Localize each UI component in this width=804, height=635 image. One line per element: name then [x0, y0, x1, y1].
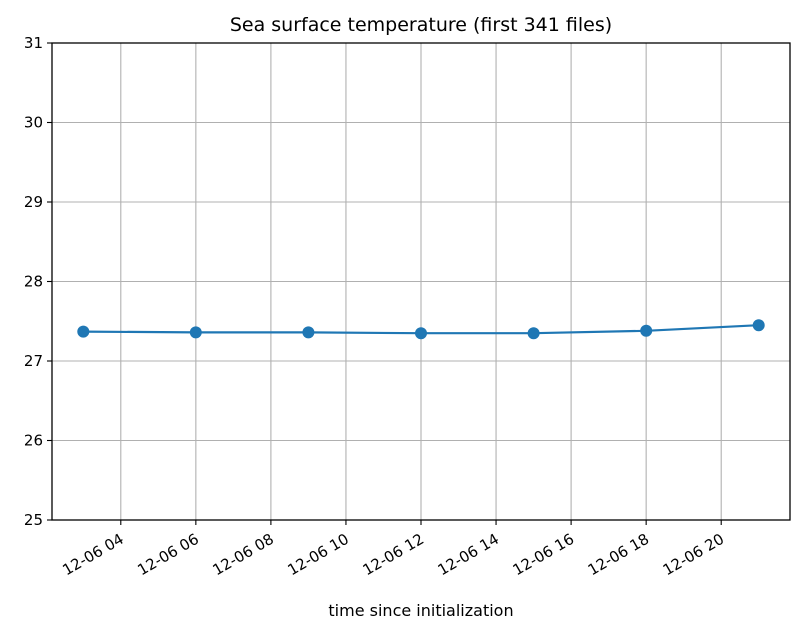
y-tick-label: 29	[24, 193, 43, 211]
y-tick-label: 25	[24, 511, 43, 529]
data-point	[189, 326, 202, 339]
data-point	[77, 325, 90, 338]
y-tick-label: 31	[24, 34, 43, 52]
data-point	[415, 327, 427, 340]
x-axis-label: time since initialization	[328, 601, 513, 620]
data-point	[302, 326, 315, 339]
data-point	[527, 327, 540, 340]
series-layer	[77, 319, 765, 340]
y-tick-label: 30	[24, 114, 43, 132]
y-axis: 25 26 27 28 29 30 31	[24, 34, 52, 529]
y-tick-label: 27	[24, 352, 43, 370]
data-point	[752, 319, 765, 332]
chart-title: Sea surface temperature (first 341 files…	[230, 14, 612, 36]
data-point	[640, 324, 653, 337]
y-tick-label: 28	[24, 273, 43, 291]
y-tick-label: 26	[24, 432, 43, 450]
